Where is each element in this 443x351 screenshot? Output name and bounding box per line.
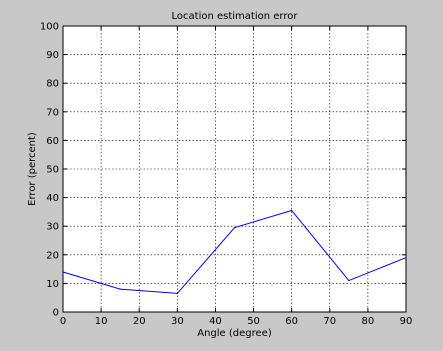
y-tick-label: 50 bbox=[46, 165, 59, 176]
y-tick-label: 80 bbox=[46, 79, 59, 90]
grid-layer bbox=[63, 26, 406, 312]
x-tick-label: 10 bbox=[95, 316, 108, 327]
x-tick-label: 40 bbox=[209, 316, 222, 327]
x-tick-label: 70 bbox=[323, 316, 336, 327]
x-tick-label: 30 bbox=[171, 316, 184, 327]
y-tick-label: 20 bbox=[46, 250, 59, 261]
series-layer bbox=[62, 209, 407, 295]
tick-layer: 0 10 20 30 40 50 60 70 80 90 0 10 20 30 40 50 60 70 80 90 10… bbox=[40, 22, 412, 328]
x-tick-label: 60 bbox=[285, 316, 298, 327]
data-point bbox=[291, 209, 293, 212]
x-tick-label: 0 bbox=[60, 316, 66, 327]
chart-title: Location estimation error bbox=[172, 11, 299, 22]
y-tick-label: 40 bbox=[46, 193, 59, 204]
y-tick-label: 70 bbox=[46, 107, 59, 118]
data-point bbox=[62, 271, 64, 273]
x-tick-label: 20 bbox=[133, 316, 146, 327]
y-tick-label: 0 bbox=[53, 308, 59, 319]
x-axis-label: Angle (degree) bbox=[197, 328, 272, 339]
y-tick-label: 100 bbox=[40, 22, 59, 33]
y-tick-label: 90 bbox=[46, 50, 59, 61]
x-tick-label: 90 bbox=[400, 316, 413, 327]
data-point bbox=[405, 257, 407, 259]
data-point bbox=[348, 279, 350, 282]
data-point bbox=[119, 288, 121, 290]
x-tick-label: 50 bbox=[247, 316, 260, 327]
y-tick-label: 30 bbox=[46, 222, 59, 233]
y-tick-label: 10 bbox=[46, 279, 59, 290]
y-tick-label: 60 bbox=[46, 136, 59, 147]
data-point bbox=[176, 292, 178, 295]
y-axis-label: Error (percent) bbox=[27, 132, 38, 206]
data-point bbox=[233, 227, 236, 229]
x-tick-label: 80 bbox=[362, 316, 375, 327]
